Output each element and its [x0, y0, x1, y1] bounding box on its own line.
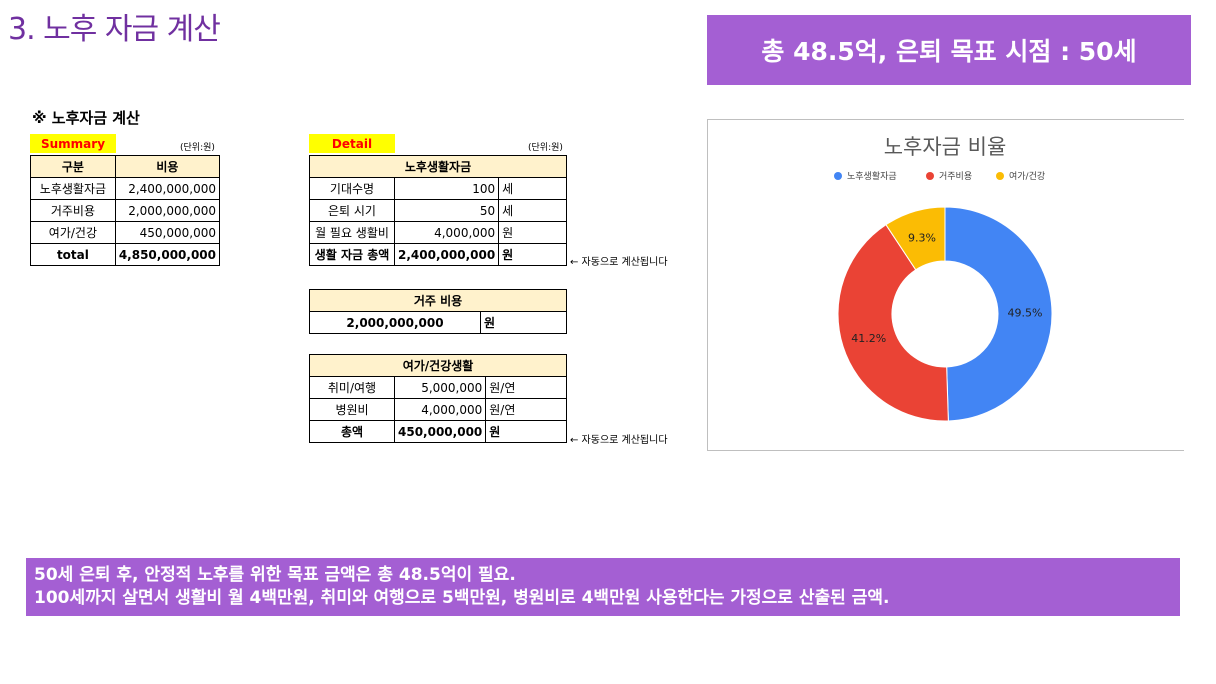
row-label: 은퇴 시기 — [309, 199, 395, 222]
housing-cost-table: 거주 비용 2,000,000,000 원 — [309, 289, 567, 334]
chart-slices — [837, 206, 1053, 422]
table-row: 여가/건강 450,000,000 — [30, 221, 221, 244]
row-unit: 원 — [498, 221, 567, 244]
row-value: 5,000,000 — [393, 376, 487, 399]
column-header: 구분 — [30, 155, 116, 178]
row-label: 거주비용 — [30, 199, 116, 222]
row-value: 4,000,000 — [393, 398, 487, 421]
chart-data-labels: 49.5% 41.2% 9.3% — [851, 231, 1042, 345]
row-unit: 원 — [485, 420, 567, 443]
row-unit: 원/연 — [485, 398, 567, 421]
table-row: 총액 450,000,000 원 — [309, 420, 567, 443]
living-cost-table: 노후생활자금 기대수명 100 세 은퇴 시기 50 세 월 필요 생활비 4,… — [309, 155, 567, 266]
row-value: 450,000,000 — [393, 420, 487, 443]
chart-legend: 노후생활자금 거주비용 여가/건강 — [834, 170, 1045, 182]
row-unit: 원/연 — [485, 376, 567, 399]
row-label: 기대수명 — [309, 177, 395, 200]
table-row: 노후생활자금 2,400,000,000 — [30, 177, 221, 200]
table-row: 병원비 4,000,000 원/연 — [309, 398, 567, 421]
donut-chart: 노후자금 비율 노후생활자금 거주비용 여가/건강 49.5% 41.2% 9.3% — [834, 135, 1053, 422]
slice-label: 49.5% — [1008, 307, 1043, 320]
row-unit: 세 — [498, 177, 567, 200]
table-header-row: 구분 비용 — [30, 155, 221, 178]
donut-chart-panel: 노후자금 비율 노후생활자금 거주비용 여가/건강 49.5% 41.2% 9.3% — [707, 119, 1184, 451]
table-row: 거주비용 2,000,000,000 — [30, 199, 221, 222]
row-unit: 원 — [498, 243, 567, 266]
donut-slice — [944, 206, 1053, 422]
donut-slice — [885, 206, 946, 271]
row-value: 2,000,000,000 — [309, 311, 481, 334]
row-label: 취미/여행 — [309, 376, 395, 399]
row-label: 월 필요 생활비 — [309, 221, 395, 244]
row-value: 4,850,000,000 — [114, 243, 221, 266]
legend-swatch — [834, 172, 842, 180]
row-unit: 세 — [498, 199, 567, 222]
summary-tag: Summary — [30, 134, 116, 153]
slice-label: 9.3% — [908, 231, 936, 244]
auto-calc-note: ← 자동으로 계산됩니다 — [570, 257, 668, 268]
row-value: 2,400,000,000 — [114, 177, 221, 200]
detail-unit-label: (단위:원) — [528, 143, 563, 153]
donut-slice — [837, 224, 949, 422]
slice-label: 41.2% — [851, 332, 886, 345]
column-header: 비용 — [114, 155, 221, 178]
leisure-health-table: 여가/건강생활 취미/여행 5,000,000 원/연 병원비 4,000,00… — [309, 354, 567, 443]
detail-tag: Detail — [309, 134, 395, 153]
row-value: 4,000,000 — [393, 221, 500, 244]
summary-table: 구분 비용 노후생활자금 2,400,000,000 거주비용 2,000,00… — [30, 155, 221, 266]
row-unit: 원 — [480, 311, 567, 334]
legend-label: 노후생활자금 — [847, 170, 897, 182]
summary-line-2: 100세까지 살면서 생활비 월 4백만원, 취미와 여행으로 5백만원, 병원… — [34, 588, 890, 608]
summary-line-1: 50세 은퇴 후, 안정적 노후를 위한 목표 금액은 총 48.5억이 필요. — [34, 565, 516, 585]
row-value: 450,000,000 — [114, 221, 221, 244]
table-header-row: 거주 비용 — [309, 289, 567, 312]
row-value: 2,400,000,000 — [393, 243, 500, 266]
legend-swatch — [996, 172, 1004, 180]
housing-cost-header: 거주 비용 — [309, 289, 567, 312]
row-value: 2,000,000,000 — [114, 199, 221, 222]
table-row: 기대수명 100 세 — [309, 177, 567, 200]
row-label: 여가/건강 — [30, 221, 116, 244]
legend-label: 거주비용 — [939, 171, 972, 182]
table-row: 월 필요 생활비 4,000,000 원 — [309, 221, 567, 244]
table-row: 생활 자금 총액 2,400,000,000 원 — [309, 243, 567, 266]
row-label: 총액 — [309, 420, 395, 443]
table-row: 은퇴 시기 50 세 — [309, 199, 567, 222]
row-value: 100 — [393, 177, 500, 200]
table-header-row: 여가/건강생활 — [309, 354, 567, 377]
headline-banner: 총 48.5억, 은퇴 목표 시점 : 50세 — [707, 15, 1191, 85]
living-cost-header: 노후생활자금 — [309, 155, 567, 178]
row-value: 50 — [393, 199, 500, 222]
row-label: total — [30, 243, 116, 266]
table-header-row: 노후생활자금 — [309, 155, 567, 178]
row-label: 병원비 — [309, 398, 395, 421]
summary-unit-label: (단위:원) — [180, 143, 215, 153]
table-row: 취미/여행 5,000,000 원/연 — [309, 376, 567, 399]
table-row: 2,000,000,000 원 — [309, 311, 567, 334]
page-title: 3. 노후 자금 계산 — [8, 12, 221, 47]
section-heading: ※ 노후자금 계산 — [32, 109, 140, 127]
auto-calc-note: ← 자동으로 계산됩니다 — [570, 435, 668, 446]
summary-banner: 50세 은퇴 후, 안정적 노후를 위한 목표 금액은 총 48.5억이 필요.… — [26, 558, 1180, 616]
legend-label: 여가/건강 — [1009, 170, 1045, 182]
chart-title: 노후자금 비율 — [884, 135, 1007, 159]
leisure-health-header: 여가/건강생활 — [309, 354, 567, 377]
row-label: 생활 자금 총액 — [309, 243, 395, 266]
legend-swatch — [926, 172, 934, 180]
row-label: 노후생활자금 — [30, 177, 116, 200]
table-row: total 4,850,000,000 — [30, 243, 221, 266]
